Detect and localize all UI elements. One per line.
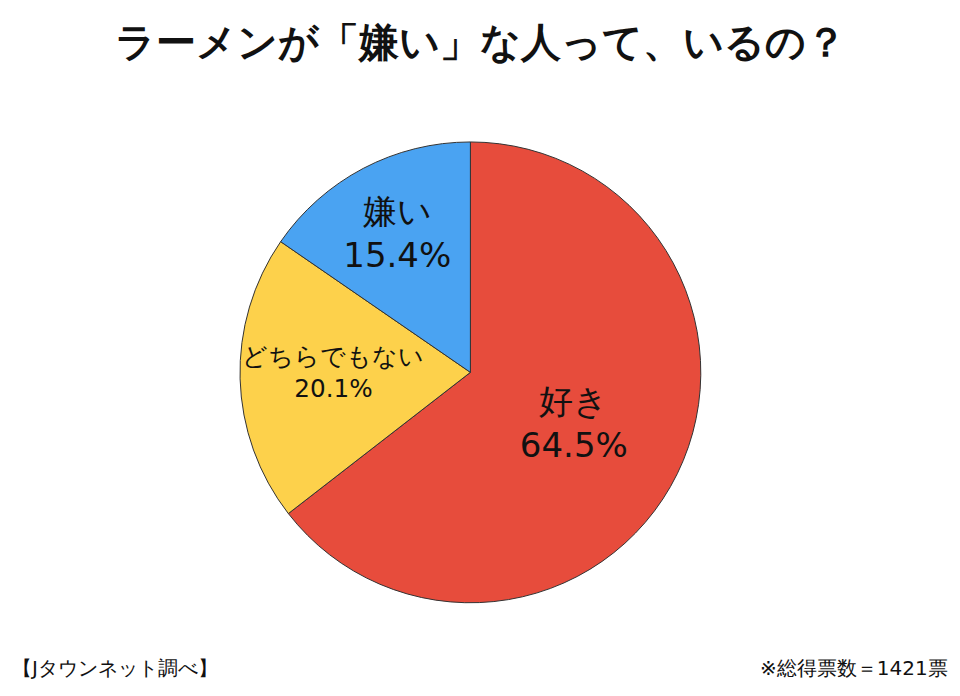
svg-text:嫌い15.4%: 嫌い15.4% [343, 191, 451, 275]
svg-text:好き64.5%: 好き64.5% [520, 381, 628, 465]
svg-text:【Jタウンネット調べ】: 【Jタウンネット調べ】 [12, 656, 218, 680]
svg-text:※総得票数＝1421票: ※総得票数＝1421票 [760, 656, 948, 680]
svg-text:ラーメンが「嫌い」な人って、いるの？: ラーメンが「嫌い」な人って、いるの？ [115, 19, 846, 65]
svg-text:どちらでもない20.1%: どちらでもない20.1% [242, 342, 424, 403]
